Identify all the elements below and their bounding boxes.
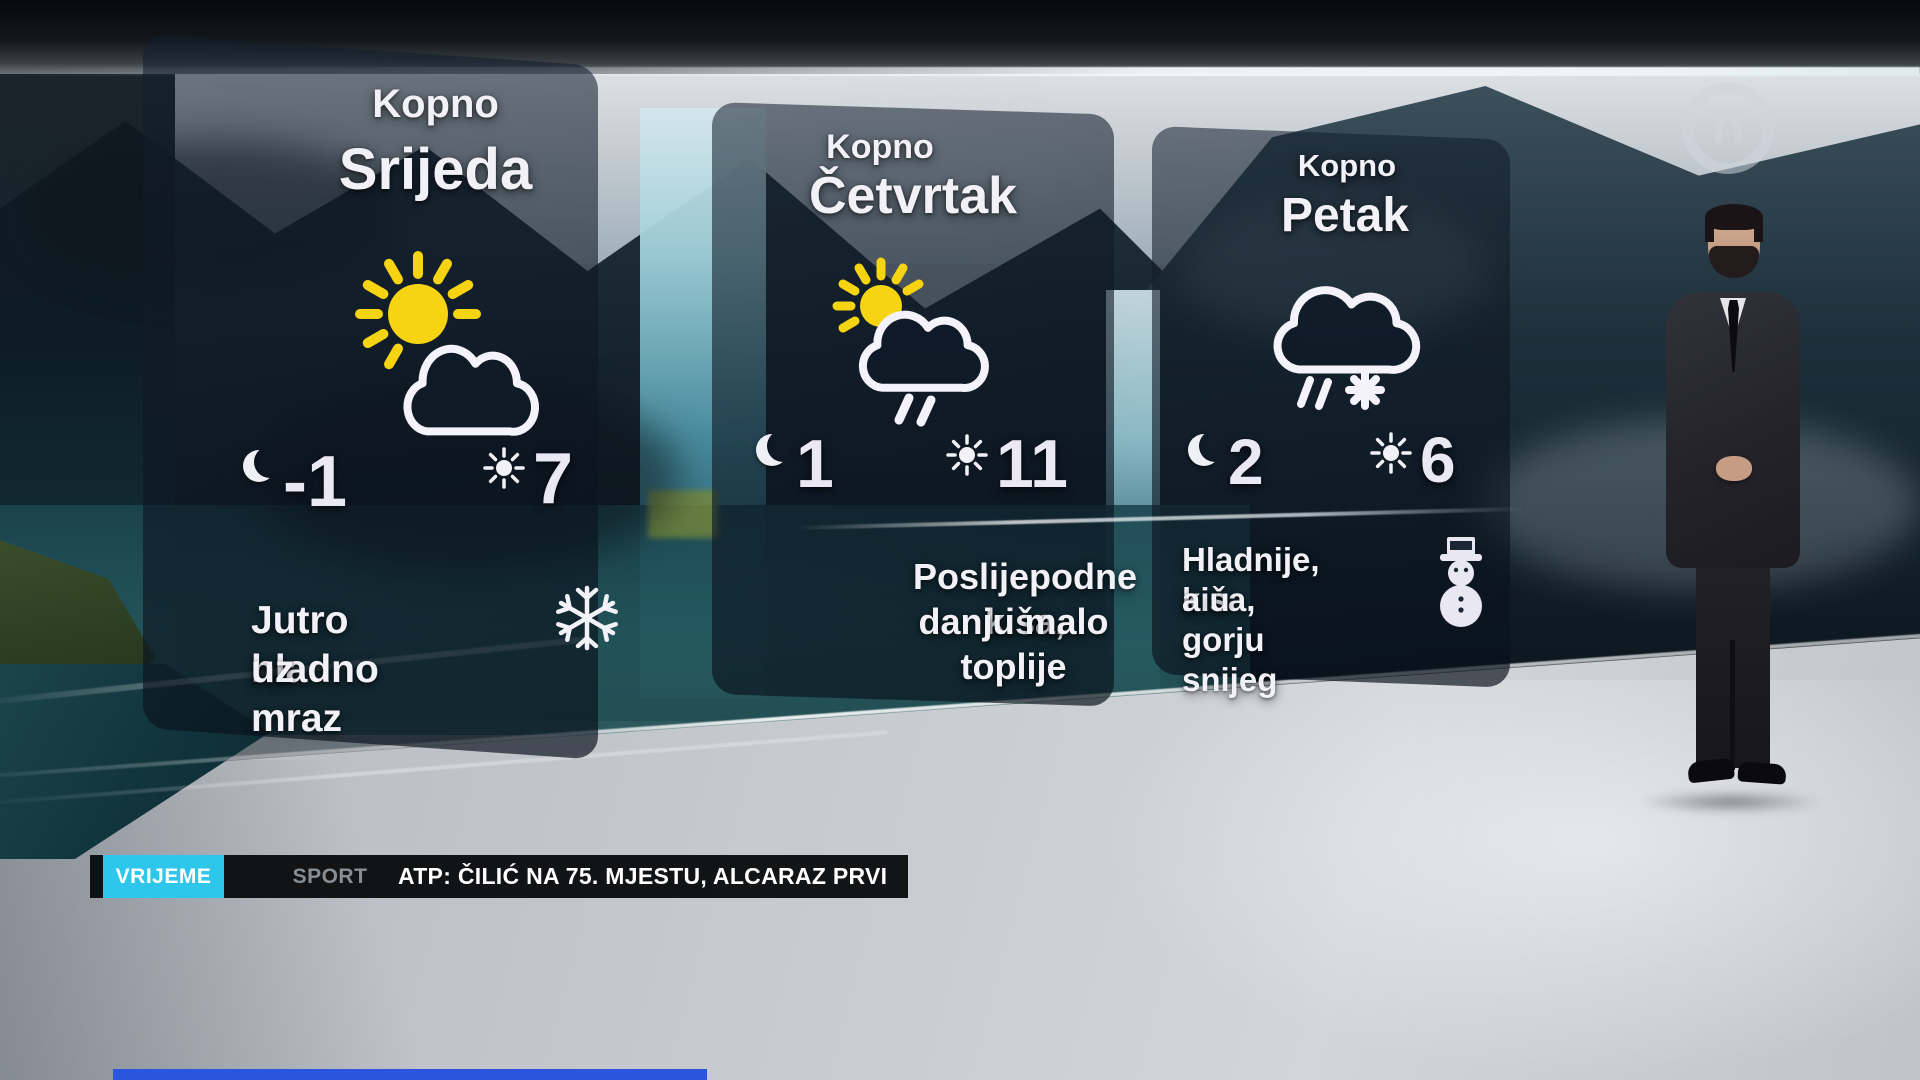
note-line-1: Poslijepodne kiša, bbox=[913, 556, 1138, 642]
sun-icon bbox=[946, 434, 988, 476]
weather-presenter bbox=[1612, 200, 1852, 820]
note-line-2: danju malo toplije bbox=[918, 601, 1109, 687]
max-temp-value: 7 bbox=[533, 439, 574, 519]
note-line-1: Hladnije, kiša, bbox=[1182, 541, 1320, 618]
day-name: Srijeda bbox=[338, 137, 533, 202]
note-line-2: a u gorju snijeg bbox=[1182, 581, 1278, 698]
forecast-card-srijeda: Kopno Srijeda -1 bbox=[143, 34, 618, 760]
min-temp-value: -1 bbox=[283, 442, 348, 522]
ticker-headline: ATP: ČILIĆ NA 75. MJESTU, ALCARAZ PRVI bbox=[398, 863, 888, 889]
max-temp-value: 11 bbox=[996, 426, 1068, 502]
presenter-shoe bbox=[1737, 761, 1787, 785]
snowman-icon bbox=[1440, 537, 1482, 627]
presenter-shoe bbox=[1687, 757, 1735, 784]
note-line-1: Jutro hladno bbox=[251, 599, 379, 691]
floor-highlight bbox=[1100, 680, 1920, 1080]
region-label: Kopno bbox=[1297, 148, 1397, 183]
region-label: Kopno bbox=[372, 82, 499, 126]
night-temperature: 1 bbox=[756, 430, 834, 498]
min-temp-value: 1 bbox=[796, 426, 834, 502]
day-name: Petak bbox=[1280, 189, 1410, 242]
presenter-leg-gap bbox=[1730, 640, 1735, 770]
forecast-card-cetvrtak: Kopno Četvrtak 1 bbox=[712, 102, 1137, 707]
presenter-hair-side bbox=[1705, 220, 1714, 242]
day-name: Četvrtak bbox=[808, 167, 1018, 225]
region-label: Kopno bbox=[826, 128, 934, 166]
night-temperature: -1 bbox=[243, 446, 347, 518]
moon-icon bbox=[756, 434, 788, 466]
presenter-shadow bbox=[1638, 790, 1823, 814]
day-temperature: 6 bbox=[1370, 428, 1456, 492]
moon-icon bbox=[243, 450, 275, 482]
presenter-tie bbox=[1728, 300, 1739, 372]
sun-icon bbox=[1370, 432, 1412, 474]
day-temperature: 7 bbox=[483, 443, 573, 515]
nova-tv-logo: n bbox=[1682, 82, 1774, 174]
ticker-tab-sport: SPORT bbox=[292, 864, 368, 888]
sun-behind-cloud-icon bbox=[355, 251, 540, 452]
presenter-hands bbox=[1716, 456, 1752, 481]
note-line-2: uz mraz bbox=[251, 648, 343, 740]
news-ticker-bar: VRIJEME SPORT ATP: ČILIĆ NA 75. MJESTU, … bbox=[90, 855, 908, 898]
rain-snow-cloud-icon bbox=[1252, 264, 1427, 410]
snowflake-icon bbox=[556, 585, 618, 651]
moon-icon bbox=[1188, 434, 1220, 466]
presenter-hair-side bbox=[1754, 220, 1763, 242]
forecast-card-petak: Kopno Petak 2 bbox=[1152, 126, 1510, 698]
sun-icon bbox=[483, 447, 525, 489]
wall-top-highlight-edge bbox=[0, 67, 1920, 76]
presenter-beard bbox=[1709, 246, 1759, 278]
forecast-note: Poslijepodne kiša, danju malo toplije bbox=[712, 554, 1137, 687]
min-temp-value: 2 bbox=[1228, 426, 1264, 498]
ticker-tab-vrijeme: VRIJEME bbox=[103, 855, 224, 898]
sun-rain-cloud-icon bbox=[832, 257, 1013, 427]
bottom-blue-strip bbox=[113, 1069, 707, 1080]
nova-tv-logo-letter: n bbox=[1711, 95, 1745, 155]
day-temperature: 11 bbox=[946, 430, 1068, 498]
presenter-hair bbox=[1705, 204, 1763, 230]
night-temperature: 2 bbox=[1188, 430, 1264, 494]
max-temp-value: 6 bbox=[1420, 424, 1456, 496]
